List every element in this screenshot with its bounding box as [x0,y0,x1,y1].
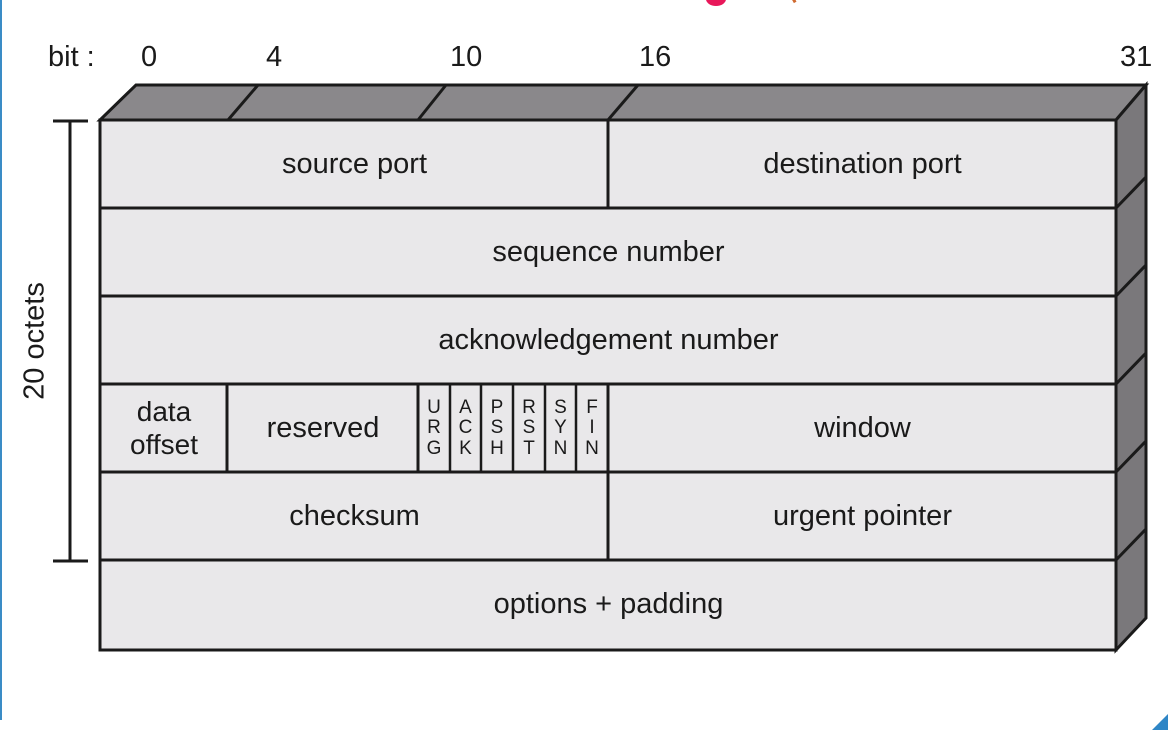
top-divider-16 [606,84,640,121]
bit-tick-16: 16 [639,41,672,73]
field-options-padding: options + padding [493,588,724,621]
flag-fin: F I N [577,386,607,471]
field-urgent-pointer: urgent pointer [773,499,952,532]
bit-tick-0: 0 [141,41,158,73]
data-offset-line-1: data [136,396,192,428]
flag-letter: S [490,417,504,439]
field-acknowledgement-number: acknowledgement number [438,323,779,356]
field-checksum: checksum [289,499,420,532]
flag-letter: G [426,437,442,459]
bit-tick-31: 31 [1120,41,1153,73]
field-destination-port: destination port [763,147,962,180]
flag-letter: R [427,417,441,439]
flag-letter: Y [554,417,567,439]
side-divider-4 [1114,439,1148,474]
flag-psh: P S H [482,386,512,471]
side-divider-5 [1114,527,1148,562]
flag-letter: H [490,437,504,459]
flag-letter: I [589,417,595,439]
flag-letter: U [427,396,441,418]
field-window: window [814,411,911,444]
field-data-offset: data offset [102,386,226,471]
flag-letter: S [554,396,567,418]
flag-ack: A C K [451,386,480,471]
flag-letter: A [459,396,472,418]
bit-tick-4: 4 [266,41,283,73]
window-corner [1152,714,1168,730]
field-sequence-number: sequence number [492,235,725,268]
annotation-mark [706,0,726,6]
field-source-port: source port [281,147,428,180]
flag-urg: U R G [419,386,449,471]
side-divider-3 [1114,351,1148,386]
flag-letter: C [458,417,473,439]
flag-letter: T [523,437,535,459]
top-divider-10 [416,84,448,121]
flag-rst: R S T [514,386,544,471]
bit-axis-prefix: bit : [48,41,95,73]
flag-letter: N [585,437,599,459]
flag-letter: N [553,437,568,459]
flag-letter: P [490,396,504,418]
field-reserved: reserved [266,411,380,444]
bit-tick-10: 10 [450,41,483,73]
window-edge [0,0,2,720]
flag-syn: S Y N [546,386,575,471]
side-divider-1 [1114,175,1148,210]
flag-letter: K [459,437,472,459]
data-offset-line-2: offset [130,428,198,460]
side-divider-2 [1114,263,1148,298]
flag-letter: F [586,396,598,418]
top-divider-4 [226,84,260,121]
flag-letter: R [522,396,536,418]
flag-letter: S [522,417,536,439]
